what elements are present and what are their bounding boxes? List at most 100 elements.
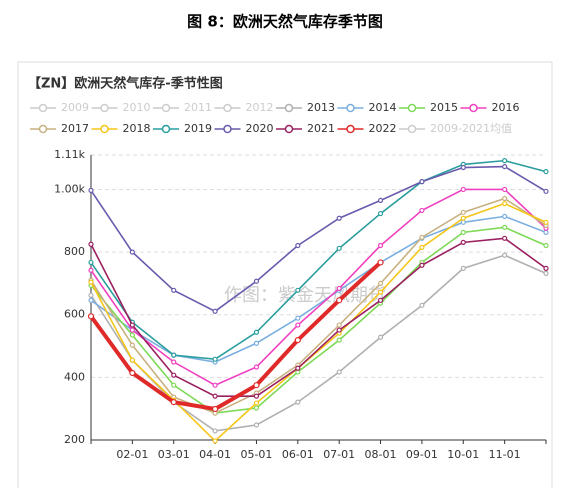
data-point xyxy=(377,280,384,287)
legend-symbol-dot xyxy=(38,103,48,113)
data-point xyxy=(253,400,260,406)
legend-label: 2009 xyxy=(61,101,89,114)
data-point xyxy=(295,242,301,249)
data-point xyxy=(129,327,135,333)
data-point xyxy=(543,270,549,276)
data-point xyxy=(460,209,466,215)
data-point xyxy=(129,322,135,328)
legend-label: 2010 xyxy=(123,101,151,114)
data-point xyxy=(502,195,508,202)
watermark: 作图：紫金天风期货 xyxy=(224,285,386,306)
data-point xyxy=(543,242,549,249)
legend-symbol-dot xyxy=(161,103,171,113)
y-tick-label: 600 xyxy=(64,308,85,321)
legend-symbol-dot xyxy=(284,124,294,134)
data-point xyxy=(377,334,384,340)
x-tick-label: 07-01 xyxy=(323,448,355,461)
data-point xyxy=(295,315,301,321)
legend-symbol-dot xyxy=(161,124,171,134)
x-tick-label: 08-01 xyxy=(365,448,397,461)
data-point xyxy=(502,252,508,258)
data-point xyxy=(336,327,342,333)
data-point xyxy=(129,369,136,377)
data-point xyxy=(295,399,301,405)
data-point xyxy=(460,186,466,193)
data-point xyxy=(88,292,94,298)
data-point xyxy=(171,372,177,378)
legend-symbol-dot xyxy=(100,103,109,113)
data-point xyxy=(170,399,177,406)
data-point xyxy=(211,405,219,413)
x-tick-label: 06-01 xyxy=(282,448,314,461)
data-point xyxy=(543,219,549,225)
data-point xyxy=(212,356,218,362)
data-point xyxy=(253,278,260,284)
x-tick-label: 02-01 xyxy=(116,448,148,461)
data-point xyxy=(419,302,425,308)
legend-symbol-dot xyxy=(407,103,417,113)
legend-symbol-dot xyxy=(223,124,232,134)
legend-label: 2015 xyxy=(430,101,458,114)
data-point xyxy=(212,308,218,314)
x-tick-label: 03-01 xyxy=(158,448,190,461)
chart-title: 【ZN】欧洲天然气库存-季节性图 xyxy=(28,76,223,92)
data-point xyxy=(460,265,466,271)
data-point xyxy=(377,197,384,204)
data-point xyxy=(460,215,466,221)
data-point xyxy=(129,342,135,348)
x-tick-label: 09-01 xyxy=(406,448,438,461)
data-point xyxy=(377,259,384,266)
data-point xyxy=(419,207,425,214)
series-line xyxy=(90,215,547,363)
series-line xyxy=(89,260,382,412)
x-tick-label: 10-01 xyxy=(447,448,479,461)
data-point xyxy=(543,265,549,271)
legend-label: 2011 xyxy=(184,101,212,114)
data-point xyxy=(295,322,301,328)
data-point xyxy=(212,428,218,434)
data-point xyxy=(88,187,94,193)
series-line xyxy=(90,237,547,397)
data-point xyxy=(502,213,508,219)
data-point xyxy=(377,210,384,217)
data-point xyxy=(502,200,508,207)
data-point xyxy=(377,242,384,249)
legend-symbol-dot xyxy=(407,124,417,134)
data-point xyxy=(502,235,508,241)
legend-label: 2016 xyxy=(492,101,520,114)
data-point xyxy=(336,285,342,292)
data-point xyxy=(460,219,466,225)
data-point xyxy=(502,186,508,193)
data-point xyxy=(253,382,260,389)
data-point xyxy=(502,158,508,164)
data-point xyxy=(253,340,260,346)
data-point xyxy=(171,352,177,358)
y-tick-label: 800 xyxy=(64,245,85,258)
data-point xyxy=(253,329,260,335)
y-tick-label: 200 xyxy=(64,433,85,446)
data-point xyxy=(502,163,508,170)
legend-label: 2012 xyxy=(246,101,274,114)
data-point xyxy=(295,365,301,371)
legend-symbol-dot xyxy=(100,124,109,134)
y-tick-label: 1.00k xyxy=(54,182,85,195)
data-point xyxy=(212,393,218,399)
data-point xyxy=(171,359,177,365)
data-point xyxy=(502,224,508,230)
data-point xyxy=(419,262,425,268)
data-point xyxy=(129,357,135,363)
series-line xyxy=(90,165,547,313)
x-tick-label: 04-01 xyxy=(199,448,231,461)
data-point xyxy=(294,336,301,344)
legend-symbol-dot xyxy=(284,103,294,113)
legend-label: 2018 xyxy=(123,122,151,135)
data-point xyxy=(460,229,466,235)
data-point xyxy=(88,279,94,285)
legend-label: 2009-2021均值 xyxy=(430,122,512,135)
data-point xyxy=(419,244,425,250)
series-line xyxy=(90,197,547,414)
data-point xyxy=(336,337,342,343)
data-point xyxy=(212,382,218,388)
data-point xyxy=(460,239,466,245)
